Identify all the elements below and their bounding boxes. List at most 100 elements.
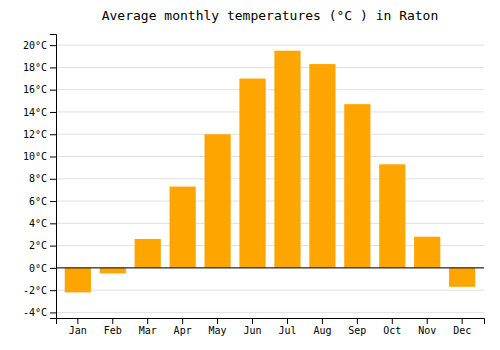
y-tick-label: 14°C <box>23 107 47 118</box>
x-tick-mark <box>462 318 463 324</box>
y-tick: 10°C <box>23 151 56 162</box>
x-axis-line <box>57 319 485 325</box>
y-tick: 14°C <box>23 107 56 118</box>
x-tick-mark <box>252 318 253 324</box>
y-tick-mark <box>50 179 56 180</box>
x-tick: Sep <box>348 318 366 336</box>
x-tick-label: Jun <box>243 325 261 336</box>
y-tick-mark <box>50 90 56 91</box>
x-tick-mark <box>287 318 288 324</box>
bar <box>274 51 300 268</box>
y-tick-mark <box>50 290 56 291</box>
x-tick-mark <box>427 318 428 324</box>
x-tick-mark <box>217 318 218 324</box>
x-tick: Feb <box>104 318 122 336</box>
x-tick-mark <box>182 318 183 324</box>
x-tick: Mar <box>139 318 157 336</box>
y-tick-label: 18°C <box>23 62 47 73</box>
bar <box>65 268 91 293</box>
y-tick-mark <box>50 312 56 313</box>
x-tick-mark <box>322 318 323 324</box>
bar <box>344 104 370 268</box>
x-tick-mark <box>77 318 78 324</box>
x-tick-label: Nov <box>418 325 436 336</box>
y-tick: 6°C <box>29 196 56 207</box>
x-tick-label: Aug <box>313 325 331 336</box>
y-tick-label: 20°C <box>23 40 47 51</box>
grid-line <box>56 312 484 313</box>
x-tick-label: Sep <box>348 325 366 336</box>
y-tick-mark <box>50 246 56 247</box>
y-tick-mark <box>50 268 56 269</box>
y-tick: 16°C <box>23 84 56 95</box>
x-tick-mark <box>112 318 113 324</box>
y-tick-label: 10°C <box>23 151 47 162</box>
y-tick-label: 0°C <box>29 263 47 274</box>
x-tick-mark <box>392 318 393 324</box>
bars <box>56 51 484 293</box>
grid-line <box>56 89 484 90</box>
y-tick-label: -2°C <box>23 285 47 296</box>
grid-line <box>56 134 484 135</box>
x-tick-label: Dec <box>453 325 471 336</box>
title: Average monthly temperatures (°C ) in Ra… <box>102 8 439 23</box>
y-tick-label: 4°C <box>29 218 47 229</box>
y-tick-label: 16°C <box>23 84 47 95</box>
y-tick-label: 2°C <box>29 240 47 251</box>
grid-line <box>56 223 484 224</box>
grid <box>56 45 484 312</box>
x-tick-label: Jul <box>278 325 296 336</box>
bar <box>449 268 475 287</box>
bar <box>204 134 230 268</box>
bar <box>170 187 196 268</box>
y-tick-mark <box>50 134 56 135</box>
bar <box>309 64 335 268</box>
x-tick-label: Mar <box>139 325 157 336</box>
y-tick: 2°C <box>29 240 56 251</box>
x-tick-label: Feb <box>104 325 122 336</box>
bar <box>414 237 440 268</box>
y-tick-mark <box>50 45 56 46</box>
x-axis: JanFebMarAprMayJunJulAugSepOctNovDec <box>57 318 485 336</box>
bar <box>379 164 405 268</box>
grid-line <box>56 267 484 268</box>
y-tick: 8°C <box>29 173 56 184</box>
bar <box>135 239 161 268</box>
y-tick-mark <box>50 223 56 224</box>
y-tick: -4°C <box>23 307 56 318</box>
y-tick-mark <box>50 201 56 202</box>
x-tick-label: Apr <box>174 325 192 336</box>
x-tick-mark <box>147 318 148 324</box>
x-tick-label: Jan <box>69 325 87 336</box>
x-tick: Aug <box>313 318 331 336</box>
y-tick-mark <box>50 157 56 158</box>
y-tick-mark <box>50 67 56 68</box>
y-tick-label: 12°C <box>23 129 47 140</box>
y-tick-mark <box>50 112 56 113</box>
x-tick: Jun <box>243 318 261 336</box>
y-tick: -2°C <box>23 285 56 296</box>
y-tick-label: 6°C <box>29 196 47 207</box>
grid-line <box>56 111 484 112</box>
grid-line <box>56 290 484 291</box>
x-tick: May <box>209 318 227 336</box>
y-tick: 0°C <box>29 263 56 274</box>
x-tick: Jan <box>69 318 87 336</box>
y-tick-label: 8°C <box>29 173 47 184</box>
y-tick: 18°C <box>23 62 56 73</box>
y-tick: 4°C <box>29 218 56 229</box>
x-tick: Nov <box>418 318 436 336</box>
plot: -4°C -2°C 0°C 2°C 4°C 6°C 8°C 10°C 12°C 14°C 16°C 1… <box>23 35 485 337</box>
x-tick: Apr <box>174 318 192 336</box>
bar <box>239 79 265 268</box>
chart: Average monthly temperatures (°C ) in Ra… <box>0 0 500 350</box>
x-tick-mark <box>357 318 358 324</box>
x-tick: Jul <box>278 318 296 336</box>
grid-line <box>56 156 484 157</box>
y-axis: -4°C -2°C 0°C 2°C 4°C 6°C 8°C 10°C 12°C 14°C 16°C 1… <box>23 35 57 319</box>
x-tick-label: May <box>209 325 227 336</box>
y-axis-line <box>50 35 57 319</box>
grid-line <box>56 67 484 68</box>
grid-line <box>56 178 484 179</box>
y-tick-label: -4°C <box>23 307 47 318</box>
